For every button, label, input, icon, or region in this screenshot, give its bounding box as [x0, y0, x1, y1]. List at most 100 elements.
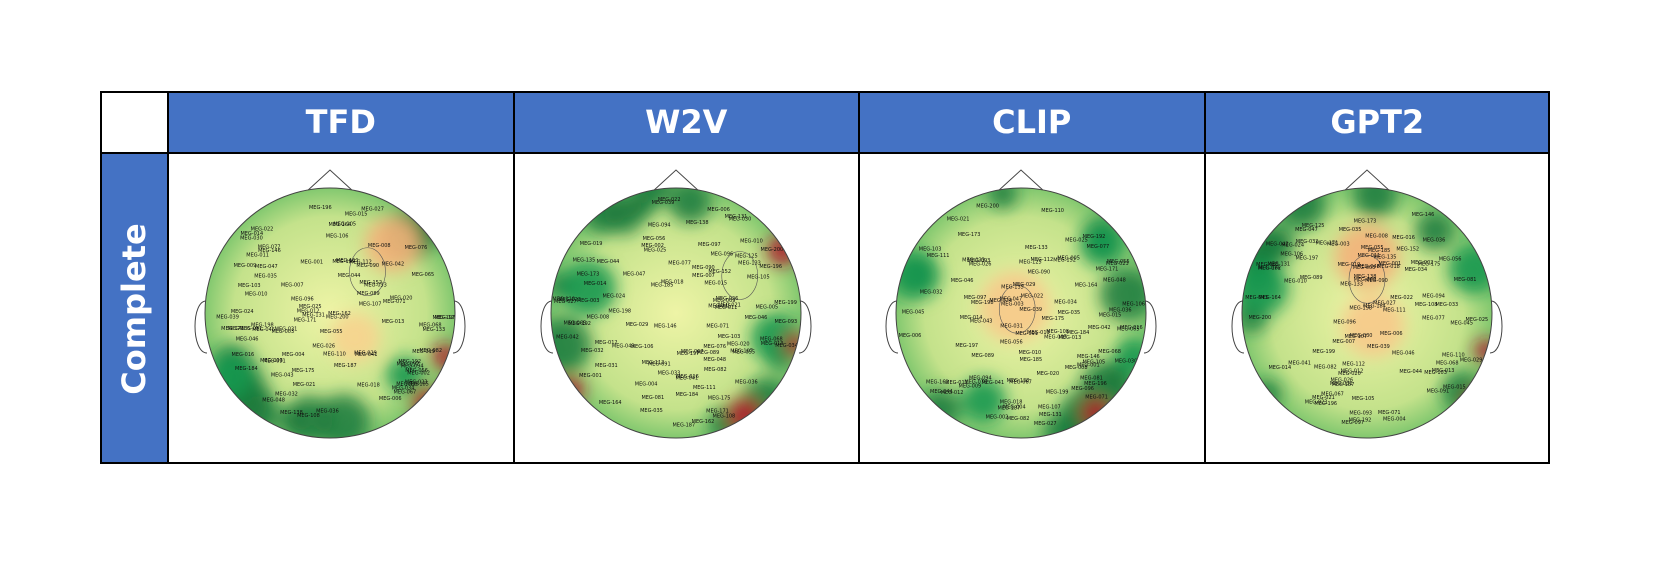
sensor-label: MEG-108 — [297, 413, 320, 419]
sensor-label: MEG-133 — [422, 327, 445, 333]
row-label-cell: Complete — [100, 153, 168, 464]
sensor-label: MEG-010 — [1019, 350, 1042, 356]
sensor-label: MEG-048 — [262, 397, 285, 403]
sensor-label: MEG-200 — [1248, 315, 1271, 321]
sensor-label: MEG-108 — [712, 414, 735, 420]
sensor-label: MEG-096 — [291, 296, 314, 302]
sensor-label: MEG-162 — [926, 380, 949, 386]
sensor-label: MEG-106 — [1280, 251, 1303, 257]
sensor-label: MEG-041 — [675, 375, 698, 381]
sensor-label: MEG-071 — [706, 324, 729, 330]
sensor-label: MEG-067 — [680, 349, 703, 355]
sensor-label: MEG-029 — [1013, 282, 1036, 288]
sensor-label: MEG-009 — [959, 383, 982, 389]
sensor-label: MEG-025 — [1065, 237, 1088, 243]
sensor-label: MEG-008 — [586, 314, 609, 320]
sensor-label: MEG-009 — [712, 298, 735, 304]
sensor-label: MEG-026 — [312, 343, 335, 349]
sensor-label: MEG-030 — [1349, 333, 1372, 339]
sensor-label: MEG-077 — [668, 260, 691, 266]
sensor-label: MEG-111 — [336, 258, 359, 264]
sensor-label: MEG-090 — [1027, 270, 1050, 276]
sensor-label: MEG-184 — [235, 366, 258, 372]
sensor-label: MEG-018 — [1377, 264, 1400, 270]
sensor-label: MEG-185 — [1367, 248, 1390, 254]
sensor-label: MEG-043 — [271, 372, 294, 378]
column-divider — [167, 91, 169, 464]
sensor-label: MEG-044 — [338, 273, 361, 279]
sensor-label: MEG-021 — [293, 382, 316, 388]
sensor-label: MEG-005 — [1057, 256, 1080, 262]
sensor-label: MEG-089 — [971, 353, 994, 359]
sensor-label: MEG-112 — [1342, 361, 1365, 367]
sensor-label: MEG-103 — [1424, 370, 1447, 376]
sensor-label: MEG-055 — [320, 329, 343, 335]
sensor-label: MEG-056 — [1000, 340, 1023, 346]
sensor-label: MEG-045 — [708, 303, 731, 309]
sensor-label: MEG-013 — [382, 319, 405, 325]
sensor-label: MEG-093 — [1349, 410, 1372, 416]
sensor-label: MEG-125 — [1019, 259, 1042, 265]
sensor-label: MEG-027 — [1373, 300, 1396, 306]
sensor-label: MEG-008 — [1365, 234, 1388, 240]
sensor-label: MEG-007 — [1332, 339, 1355, 345]
sensor-label: MEG-071 — [1377, 410, 1400, 416]
sensor-label: MEG-056 — [405, 368, 428, 374]
sensor-label: MEG-011 — [945, 380, 968, 386]
sensor-label: MEG-018 — [357, 382, 380, 388]
sensor-label: MEG-138 — [1007, 378, 1030, 384]
sensor-label: MEG-068 — [1435, 360, 1458, 366]
sensor-label: MEG-171 — [294, 317, 317, 323]
sensor-label: MEG-173 — [221, 326, 244, 332]
sensor-label: MEG-200 — [976, 204, 999, 210]
sensor-label: MEG-146 — [653, 324, 676, 330]
sensor-label: MEG-020 — [390, 295, 413, 301]
sensor-label: MEG-006 — [707, 207, 730, 213]
sensor-label: MEG-027 — [554, 299, 577, 305]
sensor-label: MEG-033 — [364, 283, 387, 289]
sensor-label: MEG-067 — [1321, 392, 1344, 398]
sensor-label: MEG-016 — [232, 352, 255, 358]
sensor-label: MEG-138 — [1353, 274, 1376, 280]
sensor-label: MEG-012 — [1340, 368, 1363, 374]
sensor-label: MEG-131 — [1039, 412, 1062, 418]
topomap-w2v: MEG-110 MEG-042 MEG-093 MEG-027 MEG-094 MEG-0… — [540, 169, 811, 439]
sensor-label: MEG-198 — [1349, 306, 1372, 312]
sensor-label: MEG-199 — [1046, 390, 1069, 396]
column-header-w2v: W2V — [513, 91, 859, 153]
sensor-label: MEG-047 — [255, 264, 278, 270]
sensor-label: MEG-077 — [258, 244, 281, 250]
sensor-label: MEG-107 — [1344, 334, 1367, 340]
sensor-label: MEG-046 — [951, 278, 974, 284]
sensor-label: MEG-197 — [676, 351, 699, 357]
sensor-label: MEG-171 — [1096, 267, 1119, 273]
sensor-label: MEG-006 — [899, 333, 922, 339]
corner-cell — [100, 91, 168, 153]
sensor-label: MEG-175 — [1042, 316, 1065, 322]
sensor-label: MEG-027 — [361, 207, 384, 213]
sensor-label: MEG-200 — [326, 314, 349, 320]
sensor-label: MEG-077 — [1422, 316, 1445, 322]
sensor-label: MEG-036 — [316, 409, 339, 415]
sensor-label: MEG-111 — [927, 253, 950, 259]
sensor-label: MEG-034 — [1054, 300, 1077, 306]
sensor-label: MEG-003 — [1326, 241, 1349, 247]
sensor-label: MEG-035 — [1058, 310, 1081, 316]
sensor-label: MEG-135 — [572, 258, 595, 264]
sensor-label: MEG-010 — [1284, 278, 1307, 284]
topomap-clip: MEG-110MEG-042MEG-093MEG-027MEG-094MEG-0… — [885, 169, 1157, 439]
sensor-label: MEG-164 — [1075, 282, 1098, 288]
sensor-label: MEG-185 — [406, 382, 429, 388]
sensor-label: MEG-019 — [1337, 262, 1360, 268]
sensor-label: MEG-097 — [1341, 420, 1364, 426]
sensor-label: MEG-042 — [1265, 242, 1288, 248]
sensor-label: MEG-097 — [397, 361, 420, 367]
sensor-label: MEG-046 — [236, 337, 259, 343]
sensor-label: MEG-133 — [738, 261, 761, 267]
sensor-label: MEG-111 — [1382, 307, 1405, 313]
topomap-gpt2: MEG-110 MEG-042 MEG-093 MEG-027 MEG-094 MEG-0… — [1231, 169, 1502, 439]
sensor-label: MEG-103 — [717, 334, 740, 340]
sensor-label: MEG-021 — [718, 302, 741, 308]
sensor-label: MEG-096 — [1071, 386, 1094, 392]
sensor-label: MEG-164 — [328, 222, 351, 228]
